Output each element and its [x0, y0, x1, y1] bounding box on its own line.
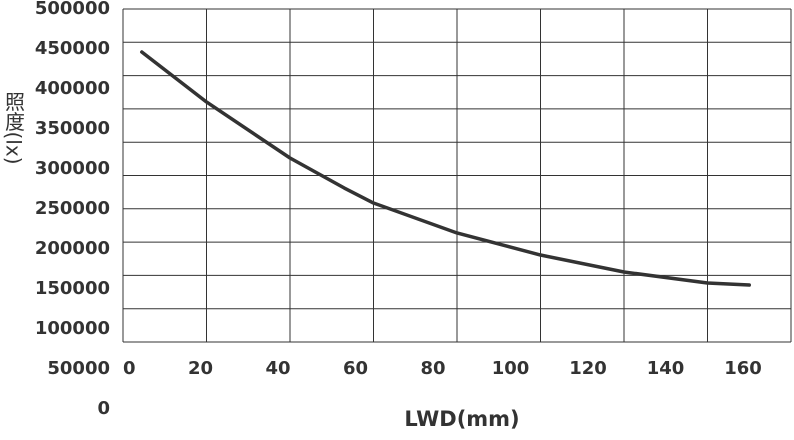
y-tick-label: 500000 [35, 0, 110, 19]
x-tick-label: 160 [724, 358, 762, 379]
y-tick-label: 400000 [35, 78, 110, 99]
y-tick-label: 150000 [35, 278, 110, 299]
y-tick-label: 250000 [35, 198, 110, 219]
x-tick-label: 80 [420, 358, 445, 379]
x-tick-label: 120 [569, 358, 607, 379]
y-tick-label: 200000 [35, 238, 110, 259]
x-tick-label: 60 [343, 358, 368, 379]
data-line [140, 50, 751, 287]
y-tick-label: 350000 [35, 118, 110, 139]
x-tick-label: 100 [492, 358, 530, 379]
y-tick-label: 100000 [35, 318, 110, 339]
x-tick-label: 20 [188, 358, 213, 379]
y-tick-label: 0 [97, 398, 110, 419]
x-tick-label: 40 [265, 358, 290, 379]
x-tick-label: 0 [123, 358, 136, 379]
y-axis-label: 照度(lx) [2, 92, 26, 165]
x-tick-label: 140 [647, 358, 685, 379]
x-axis-label: LWD(mm) [404, 407, 519, 431]
y-tick-label: 450000 [35, 38, 110, 59]
y-tick-label: 300000 [35, 158, 110, 179]
y-tick-label: 50000 [47, 358, 110, 379]
